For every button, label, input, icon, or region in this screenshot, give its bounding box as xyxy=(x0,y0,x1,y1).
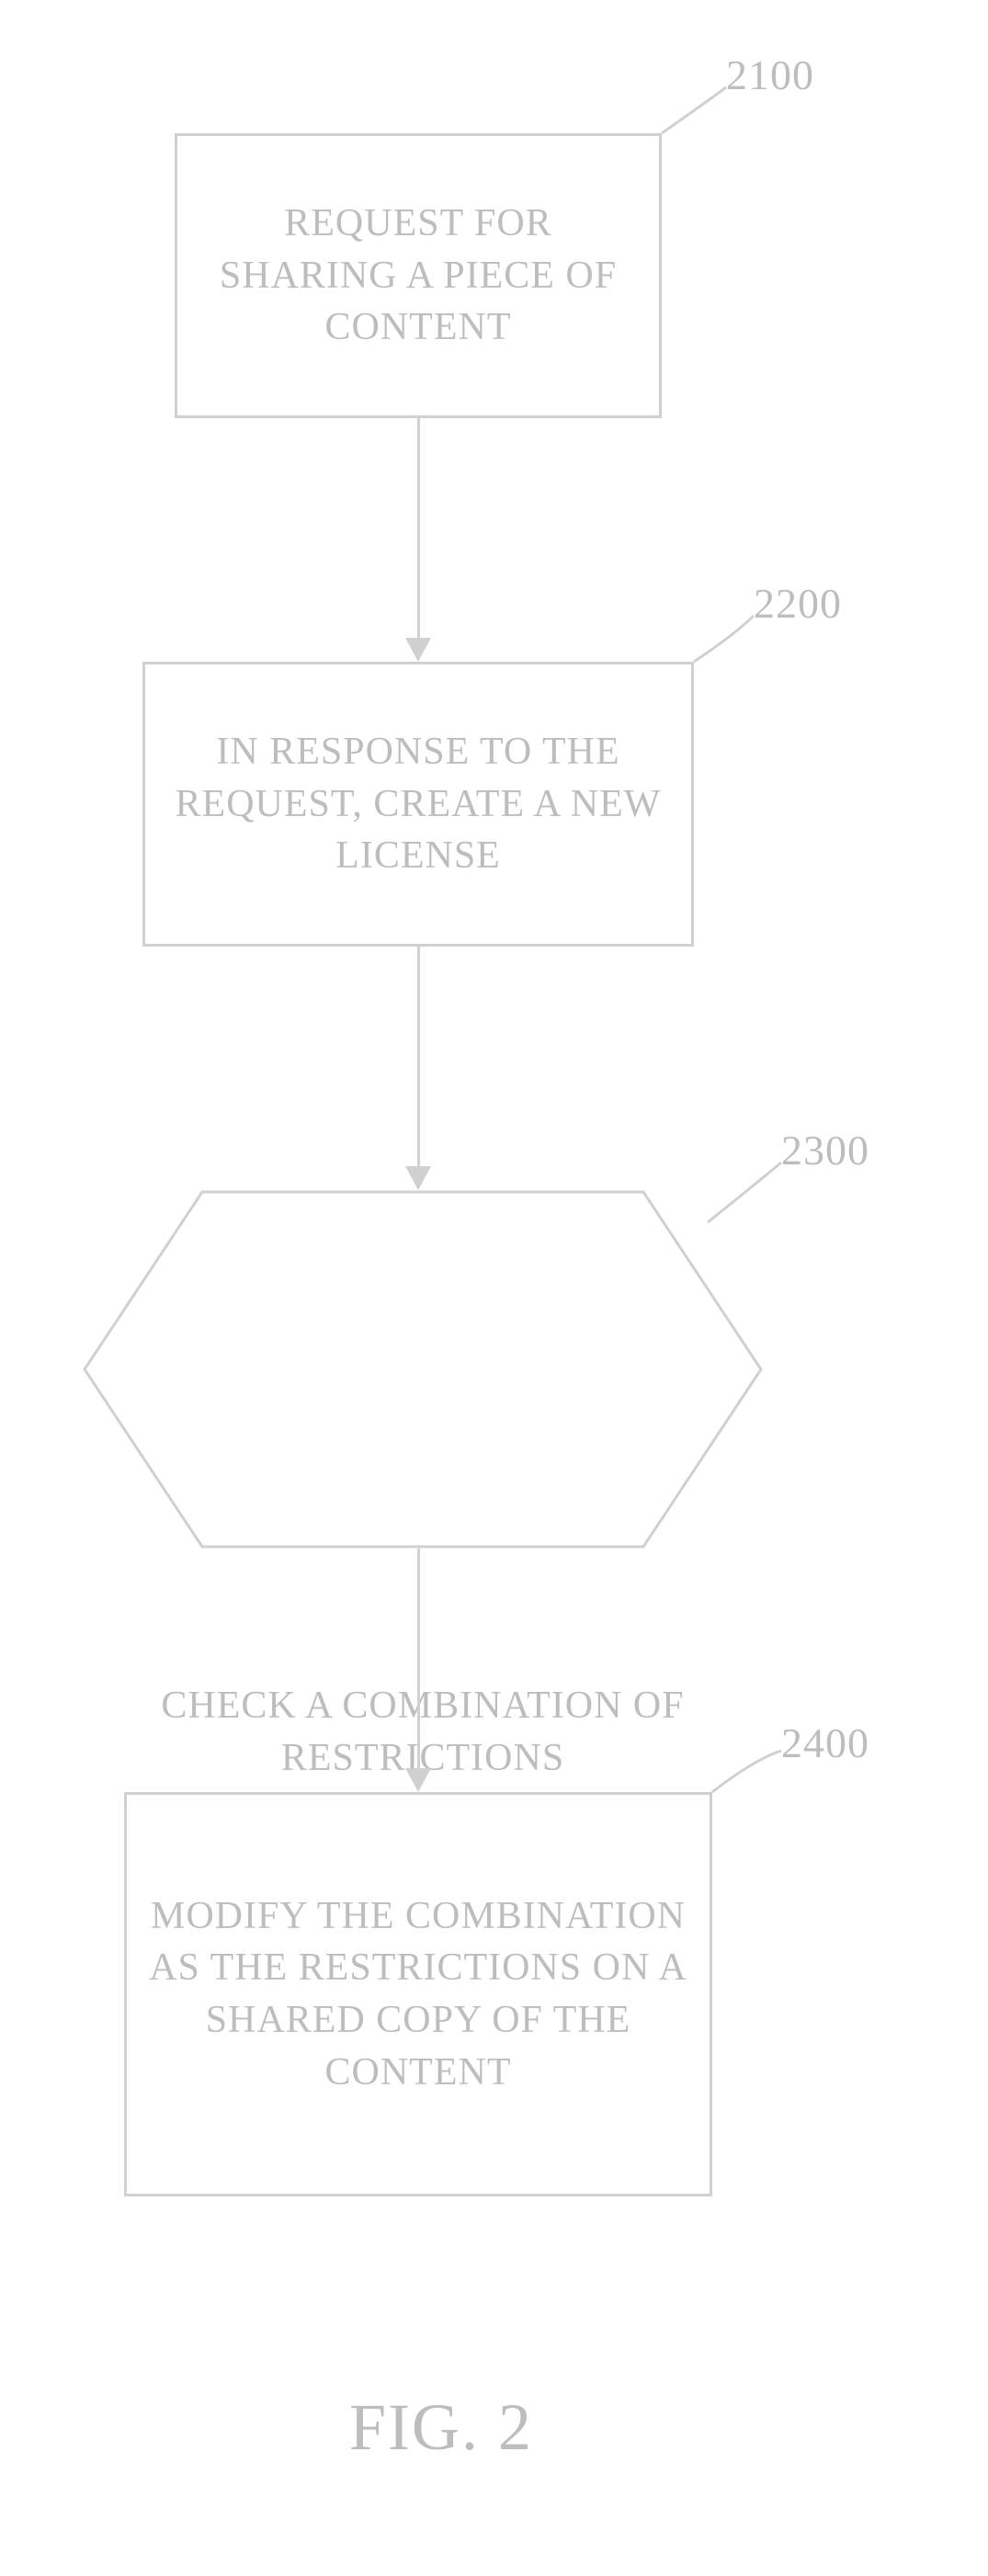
arrow-head-icon xyxy=(405,638,431,662)
leader-line xyxy=(703,1158,786,1227)
arrow-line xyxy=(417,418,420,638)
arrow-head-icon xyxy=(405,1768,431,1792)
figure-label: FIG. 2 xyxy=(349,2389,533,2466)
leader-line xyxy=(708,1746,786,1797)
flow-node-2200: IN RESPONSE TO THE REQUEST, CREATE A NEW… xyxy=(142,662,694,947)
arrow-line xyxy=(417,947,420,1166)
leader-line xyxy=(689,611,758,666)
ref-label-2100: 2100 xyxy=(726,51,814,99)
flow-node-text: IN RESPONSE TO THE REQUEST, CREATE A NEW… xyxy=(164,726,673,882)
arrow-head-icon xyxy=(405,1166,431,1190)
flow-node-text: MODIFY THE COMBINATION AS THE RESTRICTIO… xyxy=(145,1890,691,2099)
ref-label-2400: 2400 xyxy=(781,1719,869,1767)
flow-node-2100: REQUEST FOR SHARING A PIECE OF CONTENT xyxy=(175,133,662,418)
ref-label-2200: 2200 xyxy=(754,579,842,628)
arrow-line xyxy=(417,1549,420,1768)
flow-node-2400: MODIFY THE COMBINATION AS THE RESTRICTIO… xyxy=(124,1792,712,2196)
flowchart-canvas: REQUEST FOR SHARING A PIECE OF CONTENT 21… xyxy=(0,0,988,2576)
leader-line xyxy=(657,83,731,138)
ref-label-2300: 2300 xyxy=(781,1126,869,1175)
flow-node-text: REQUEST FOR SHARING A PIECE OF CONTENT xyxy=(196,198,641,354)
flow-node-2300: CHECK A COMBINATION OF RESTRICTIONS xyxy=(83,1190,763,1549)
